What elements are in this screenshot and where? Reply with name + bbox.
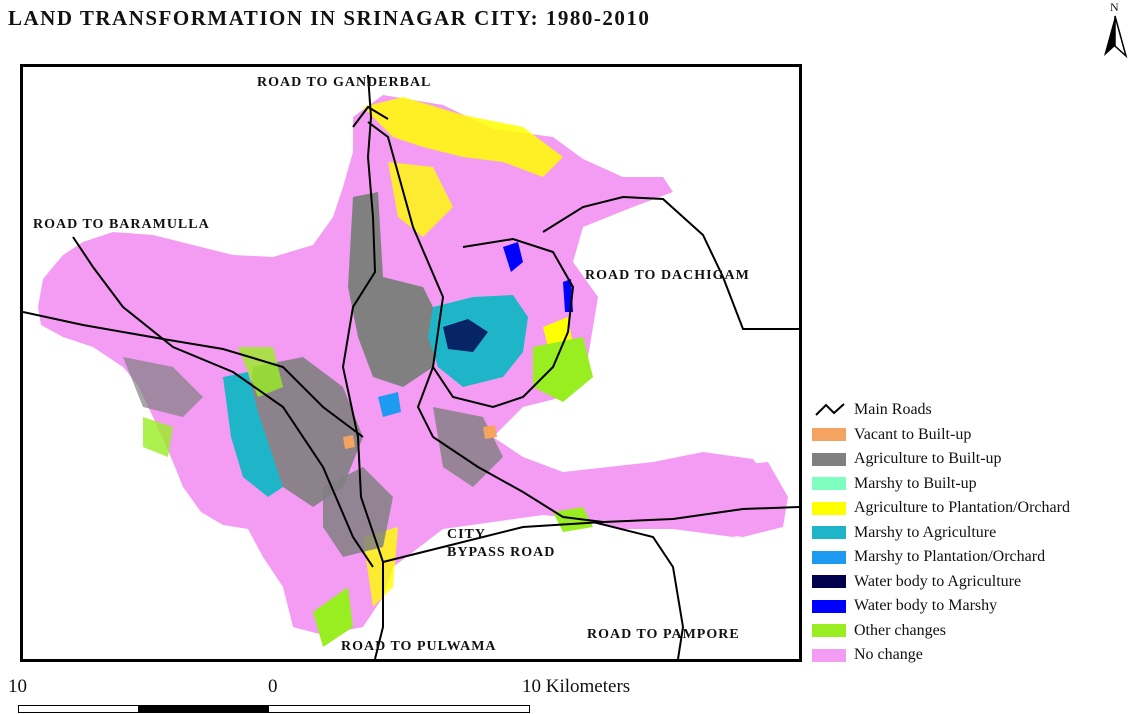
- main-roads-swatch-icon: [815, 403, 845, 416]
- legend-swatch: [812, 526, 846, 540]
- legend-swatch: [812, 648, 846, 662]
- scale-bar: 10 0 10 Kilometers: [0, 676, 660, 714]
- legend-swatch: [812, 575, 846, 589]
- water-body-area: [503, 242, 523, 272]
- scale-label-zero: 0: [268, 676, 278, 697]
- scale-label-right: 10 Kilometers: [522, 676, 631, 697]
- scale-segment-white: [18, 705, 140, 713]
- other-change-area: [238, 347, 283, 397]
- vacant-built-up-area: [343, 435, 355, 449]
- legend-swatch: [812, 501, 846, 515]
- legend-swatch: [812, 624, 846, 638]
- map-legend: Main Roads Vacant to Built-up Agriculture …: [812, 398, 1138, 668]
- orchard-patch: [388, 162, 453, 237]
- legend-label: Agriculture to Plantation/Orchard: [854, 499, 1070, 517]
- legend-label: Vacant to Built-up: [854, 425, 972, 443]
- built-up-area: [323, 467, 393, 557]
- road-label-pulwama: ROAD TO PULWAMA: [341, 639, 497, 654]
- marshy-agriculture-area: [223, 372, 283, 497]
- other-change-area: [533, 337, 593, 402]
- legend-swatch: [812, 428, 846, 442]
- legend-label: Other changes: [854, 621, 946, 639]
- north-label: N: [1110, 0, 1119, 14]
- legend-swatch: [812, 550, 846, 564]
- legend-item: Other changes: [812, 619, 1138, 644]
- legend-label: Main Roads: [854, 401, 932, 419]
- built-up-area: [123, 357, 203, 417]
- legend-swatch: [812, 477, 846, 491]
- legend-item: Main Roads: [812, 398, 1138, 423]
- map-title: LAND TRANSFORMATION IN SRINAGAR CITY: 19…: [8, 6, 651, 30]
- legend-item: Water body to Marshy: [812, 594, 1138, 619]
- legend-swatch: [812, 599, 846, 613]
- scale-label-left: 10: [8, 676, 27, 697]
- other-change-area: [553, 507, 593, 532]
- map-frame[interactable]: ROAD TO GANDERBAL ROAD TO BARAMULLA ROAD…: [20, 64, 802, 662]
- legend-item: Agriculture to Plantation/Orchard: [812, 496, 1138, 521]
- legend-item: No change: [812, 643, 1138, 668]
- road-label-baramulla: ROAD TO BARAMULLA: [33, 217, 210, 232]
- road-label-pampore: ROAD TO PAMPORE: [587, 627, 740, 642]
- road-label-bypass-2: BYPASS ROAD: [447, 545, 556, 560]
- scale-segment-white: [268, 705, 530, 713]
- legend-swatch: [812, 452, 846, 466]
- legend-item: Marshy to Agriculture: [812, 521, 1138, 546]
- legend-label: Water body to Marshy: [854, 597, 998, 615]
- marshy-plantation-area: [378, 392, 401, 417]
- legend-label: Marshy to Agriculture: [854, 523, 997, 541]
- other-change-area: [313, 587, 353, 647]
- water-body-area: [443, 319, 488, 352]
- road-label-dachigam: ROAD TO DACHIGAM: [585, 268, 750, 283]
- vacant-built-up-area: [483, 425, 497, 439]
- legend-label: Agriculture to Built-up: [854, 450, 1002, 468]
- legend-label: No change: [854, 646, 923, 664]
- other-change-area: [143, 417, 173, 457]
- road-label-bypass-1: CITY: [447, 527, 487, 542]
- legend-item: Marshy to Plantation/Orchard: [812, 545, 1138, 570]
- legend-label: Marshy to Built-up: [854, 474, 977, 492]
- built-up-area: [348, 192, 443, 387]
- legend-label: Water body to Agriculture: [854, 572, 1022, 590]
- legend-item: Water body to Agriculture: [812, 570, 1138, 595]
- main-roads: [23, 74, 799, 659]
- legend-item: Agriculture to Built-up: [812, 447, 1138, 472]
- legend-item: Vacant to Built-up: [812, 423, 1138, 448]
- road-label-ganderbal: ROAD TO GANDERBAL: [257, 75, 432, 90]
- legend-item: Marshy to Built-up: [812, 472, 1138, 497]
- legend-label: Marshy to Plantation/Orchard: [854, 548, 1046, 566]
- land-use-map: [23, 74, 799, 659]
- scale-segment-black: [138, 705, 270, 713]
- north-arrow-icon: [1104, 15, 1128, 59]
- orchard-patch: [363, 97, 563, 177]
